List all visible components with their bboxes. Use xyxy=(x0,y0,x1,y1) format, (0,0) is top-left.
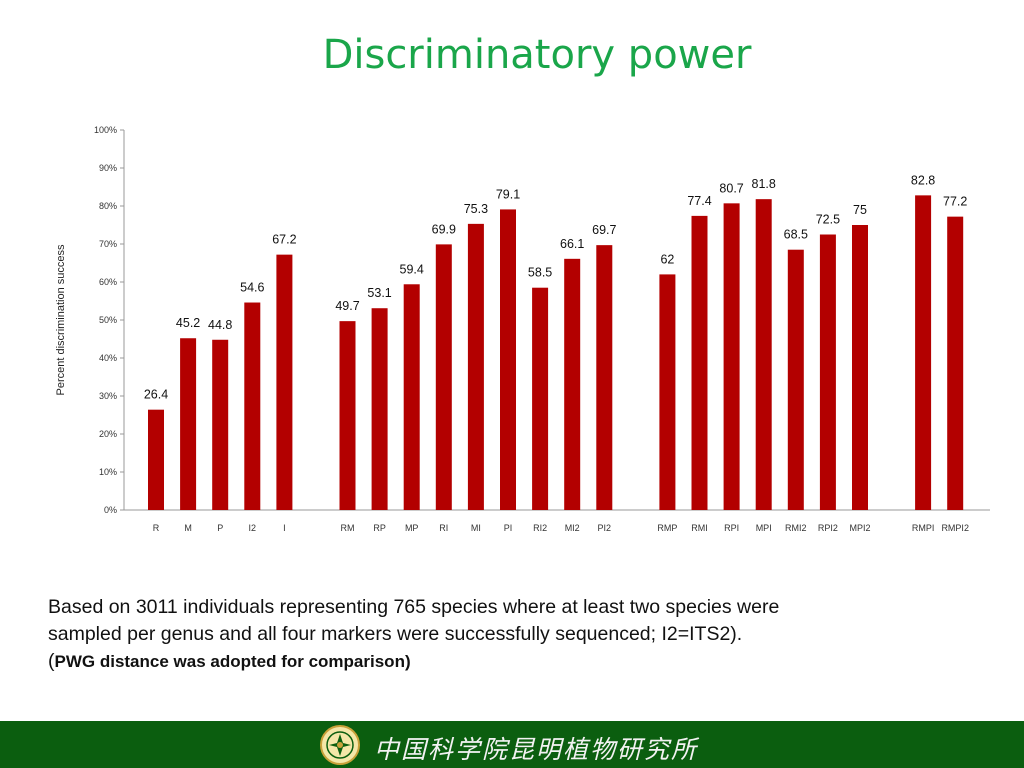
value-label: 75 xyxy=(853,203,867,217)
value-label: 77.2 xyxy=(943,195,967,209)
bar-RMPI2 xyxy=(947,216,964,510)
x-tick-label: P xyxy=(217,523,223,533)
x-tick-label: MPI xyxy=(756,523,772,533)
x-tick-label: R xyxy=(153,523,160,533)
x-tick-label: MI xyxy=(471,523,481,533)
bar-MPI2 xyxy=(852,225,868,510)
value-label: 72.5 xyxy=(816,213,840,227)
x-tick-label: RPI xyxy=(724,523,739,533)
x-tick-label: PI xyxy=(504,523,513,533)
value-label: 58.5 xyxy=(528,266,552,280)
value-label: 82.8 xyxy=(911,173,935,187)
bar-RMPI xyxy=(915,195,932,511)
y-tick-label: 80% xyxy=(99,201,117,211)
x-tick-label: RMI xyxy=(691,523,708,533)
bar-RP xyxy=(371,308,388,510)
x-tick-label: I2 xyxy=(249,523,257,533)
bar-RMP xyxy=(659,274,676,510)
bar-R xyxy=(148,409,164,510)
x-tick-label: MI2 xyxy=(565,523,580,533)
value-label: 67.2 xyxy=(272,233,296,247)
footer-bar: 中国科学院昆明植物研究所 xyxy=(0,721,1024,768)
x-tick-label: PI2 xyxy=(598,523,612,533)
y-tick-label: 90% xyxy=(99,163,117,173)
x-tick-label: RMPI2 xyxy=(941,523,969,533)
y-tick-label: 10% xyxy=(99,467,117,477)
institute-seal-icon xyxy=(320,725,360,765)
value-label: 45.2 xyxy=(176,316,200,330)
y-axis-label: Percent discrimination success xyxy=(55,244,67,396)
y-tick-label: 0% xyxy=(104,505,117,515)
caption-paren: ( xyxy=(48,650,55,672)
x-tick-label: M xyxy=(184,523,192,533)
bars xyxy=(148,195,964,511)
x-tick-label: RMI2 xyxy=(785,523,807,533)
x-tick-label: RMPI xyxy=(912,523,935,533)
slide-title: Discriminatory power xyxy=(322,32,752,78)
value-label: 81.8 xyxy=(752,177,776,191)
bar-M xyxy=(180,338,197,510)
value-label: 54.6 xyxy=(240,281,264,295)
value-label: 79.1 xyxy=(496,187,520,201)
bar-RMI xyxy=(691,215,708,510)
caption-line-2: sampled per genus and all four markers w… xyxy=(48,623,743,645)
bar-RI2 xyxy=(532,287,549,510)
value-label: 69.7 xyxy=(592,223,616,237)
bar-RI xyxy=(435,244,452,510)
caption-emphasis: PWG distance was adopted for comparison) xyxy=(54,652,411,671)
x-tick-label: RI2 xyxy=(533,523,547,533)
caption-line-3: (PWG distance was adopted for comparison… xyxy=(48,648,948,675)
value-label: 49.7 xyxy=(335,299,359,313)
x-tick-label: RPI2 xyxy=(818,523,838,533)
bar-RPI xyxy=(723,203,740,510)
value-label: 75.3 xyxy=(464,202,488,216)
x-tick-label: RM xyxy=(341,523,355,533)
bar-chart: 0% 10% 20% 30% 40% 50% 60% 70% 80% 90% 100% 26.4 45… xyxy=(55,125,990,533)
caption-line-1: Based on 3011 individuals representing 7… xyxy=(48,596,780,618)
bar-MI2 xyxy=(564,258,581,510)
bar-RMI2 xyxy=(787,249,804,510)
bar-MP xyxy=(403,284,420,510)
value-label: 68.5 xyxy=(784,228,808,242)
value-label: 80.7 xyxy=(719,181,743,195)
value-label: 44.8 xyxy=(208,318,232,332)
bar-I2 xyxy=(244,302,261,510)
value-label: 77.4 xyxy=(687,194,711,208)
x-tick-label: MPI2 xyxy=(849,523,870,533)
bar-PI2 xyxy=(596,245,613,510)
y-tick-label: 50% xyxy=(99,315,117,325)
value-label: 69.9 xyxy=(432,222,456,236)
bar-RM xyxy=(339,321,356,510)
y-tick-label: 70% xyxy=(99,239,117,249)
value-label: 53.1 xyxy=(367,286,391,300)
bar-RPI2 xyxy=(819,234,836,510)
value-label: 59.4 xyxy=(400,262,424,276)
bar-P xyxy=(212,339,229,510)
caption: Based on 3011 individuals representing 7… xyxy=(48,594,948,675)
bar-I xyxy=(276,254,293,510)
x-tick-label: RI xyxy=(439,523,448,533)
x-tick-labels: R M P I2 I RM RP MP RI MI PI RI2 MI2 PI2 RMP RMI RPI MPI R… xyxy=(153,523,969,533)
y-tick-label: 60% xyxy=(99,277,117,287)
value-labels: 26.4 45.2 44.8 54.6 67.2 49.7 53.1 59.4 69.9 75.3… xyxy=(144,173,968,401)
bar-PI xyxy=(500,209,516,511)
x-tick-label: RMP xyxy=(657,523,677,533)
value-label: 66.1 xyxy=(560,237,584,251)
x-tick-label: MP xyxy=(405,523,419,533)
value-label: 62 xyxy=(660,252,674,266)
institution-name: 中国科学院昆明植物研究所 xyxy=(374,735,699,764)
x-tick-label: RP xyxy=(373,523,386,533)
y-tick-label: 30% xyxy=(99,391,117,401)
y-tick-label: 20% xyxy=(99,429,117,439)
y-tick-label: 100% xyxy=(94,125,117,135)
y-tick-label: 40% xyxy=(99,353,117,363)
x-tick-label: I xyxy=(283,523,286,533)
y-axis: 0% 10% 20% 30% 40% 50% 60% 70% 80% 90% 100% xyxy=(94,125,990,515)
bar-MPI xyxy=(755,199,772,510)
bar-MI xyxy=(467,223,484,511)
value-label: 26.4 xyxy=(144,388,168,402)
